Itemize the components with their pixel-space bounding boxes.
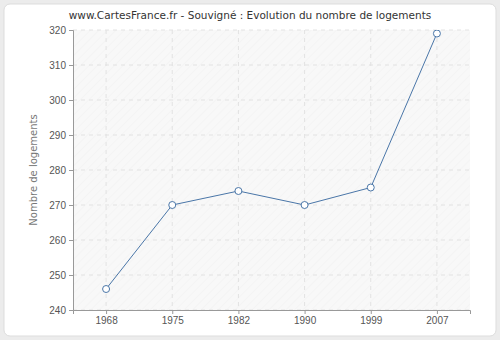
y-tick: 250 bbox=[49, 270, 73, 281]
x-tick: 1975 bbox=[162, 310, 185, 326]
x-tick: 2007 bbox=[426, 310, 449, 326]
x-axis: 1968 1975 1982 1990 1999 2007 bbox=[74, 310, 471, 326]
y-tick-label: 260 bbox=[49, 235, 66, 246]
y-tick-label: 320 bbox=[49, 25, 66, 36]
y-tick-mark bbox=[69, 30, 73, 31]
grid-line-y bbox=[73, 240, 470, 241]
grid-line-y bbox=[73, 65, 470, 66]
x-tick: 1990 bbox=[294, 310, 317, 326]
title: www.CartesFrance.fr - Souvigné : Evoluti… bbox=[69, 9, 432, 21]
y-tick-mark bbox=[69, 135, 73, 136]
grid-line-x bbox=[172, 30, 173, 310]
y-tick: 300 bbox=[49, 95, 73, 106]
x-tick-mark bbox=[238, 310, 239, 314]
grid-line-x bbox=[370, 30, 371, 310]
plot-background bbox=[73, 30, 470, 310]
x-tick-label: 1999 bbox=[360, 315, 383, 326]
grid-line-y bbox=[73, 170, 470, 171]
y-tick-mark bbox=[69, 310, 73, 311]
grid-line-x bbox=[436, 30, 437, 310]
x-tick: 1999 bbox=[360, 310, 383, 326]
x-tick-mark bbox=[371, 310, 372, 314]
grid-line-y bbox=[73, 30, 470, 31]
x-tick-mark bbox=[106, 310, 107, 314]
x-axis-line bbox=[74, 311, 471, 315]
y-tick-mark bbox=[69, 205, 73, 206]
y-tick-label: 310 bbox=[49, 60, 66, 71]
point bbox=[301, 202, 308, 209]
y-tick-mark bbox=[69, 100, 73, 101]
y-tick: 310 bbox=[49, 60, 73, 71]
y-tick: 260 bbox=[49, 235, 73, 246]
point bbox=[367, 184, 374, 191]
y-tick-label: 240 bbox=[49, 305, 66, 316]
y-tick-label: 290 bbox=[49, 130, 66, 141]
y-tick-mark bbox=[69, 275, 73, 276]
x-tick: 1968 bbox=[95, 310, 118, 326]
y-tick: 280 bbox=[49, 165, 73, 176]
y-tick-mark bbox=[69, 65, 73, 66]
y-tick: 290 bbox=[49, 130, 73, 141]
point bbox=[433, 30, 440, 37]
x-tick-mark bbox=[305, 310, 306, 314]
y-tick-label: 300 bbox=[49, 95, 66, 106]
line bbox=[106, 34, 437, 290]
panel bbox=[4, 4, 496, 336]
x-tick-mark bbox=[437, 310, 438, 314]
y-tick-label: 270 bbox=[49, 200, 66, 211]
x-tick-label: 1968 bbox=[95, 315, 118, 326]
plot: 1968197519821990199920072402502602702802… bbox=[49, 25, 470, 326]
grid-line-y bbox=[73, 135, 470, 136]
y-axis-line bbox=[69, 31, 74, 311]
y-tick: 320 bbox=[49, 25, 73, 36]
y-tick-label: 250 bbox=[49, 270, 66, 281]
grid-line-x bbox=[238, 30, 239, 310]
y-axis: 240 250 260 270 280 290 300 310 320 bbox=[49, 25, 73, 316]
grid-line-y bbox=[73, 205, 470, 206]
x-tick-label: 1990 bbox=[294, 315, 317, 326]
x-tick-label: 1982 bbox=[228, 315, 251, 326]
y-tick-mark bbox=[69, 240, 73, 241]
grid-line-y bbox=[73, 275, 470, 276]
grid-line-y bbox=[73, 100, 470, 101]
point bbox=[103, 286, 110, 293]
point bbox=[235, 188, 242, 195]
x-tick-label: 2007 bbox=[426, 315, 449, 326]
y-tick: 240 bbox=[49, 305, 73, 316]
y-tick-label: 280 bbox=[49, 165, 66, 176]
chart: 1968197519821990199920072402502602702802… bbox=[0, 0, 500, 340]
y-tick: 270 bbox=[49, 200, 73, 211]
x-tick-mark bbox=[172, 310, 173, 314]
x-tick: 1982 bbox=[228, 310, 251, 326]
grid-line-x bbox=[106, 30, 107, 310]
y-axis-title: Nombre de logements bbox=[28, 114, 39, 225]
y-tick-mark bbox=[69, 170, 73, 171]
point bbox=[169, 202, 176, 209]
marks bbox=[103, 30, 441, 293]
grid-line-x bbox=[304, 30, 305, 310]
x-tick-label: 1975 bbox=[162, 315, 185, 326]
